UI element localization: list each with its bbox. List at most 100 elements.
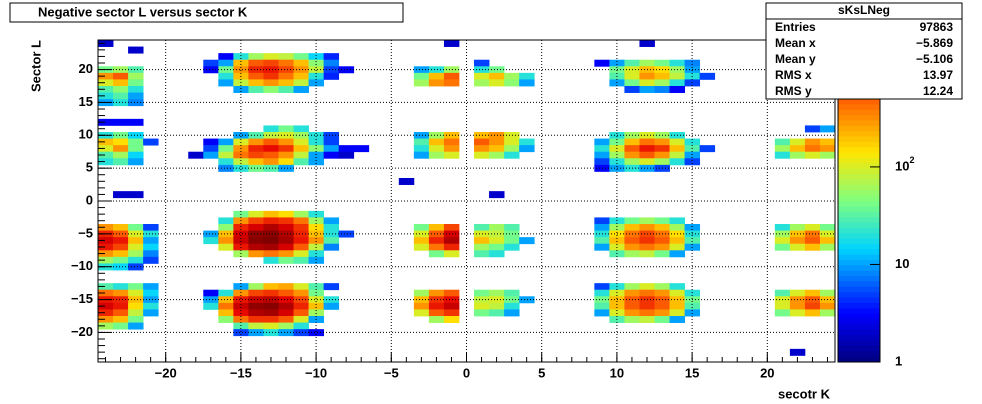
x-tick-label: −15 — [230, 365, 252, 380]
cell — [443, 243, 460, 251]
cell — [278, 256, 294, 264]
cell — [594, 302, 610, 310]
stats-label: Mean x — [775, 36, 816, 50]
cell — [594, 59, 610, 67]
cell — [263, 86, 279, 93]
cell — [669, 151, 685, 159]
cell — [699, 145, 716, 153]
cell — [98, 322, 114, 330]
cell — [218, 158, 234, 166]
cell — [624, 316, 640, 323]
cell — [233, 224, 249, 231]
cell — [428, 151, 445, 159]
palette-step — [838, 217, 880, 223]
cell — [443, 237, 460, 245]
stats-label: RMS y — [775, 84, 812, 98]
cell — [278, 283, 294, 291]
cell — [233, 322, 249, 330]
cell — [474, 66, 490, 74]
cell — [489, 250, 505, 258]
palette-step — [838, 168, 880, 175]
cell — [474, 132, 490, 139]
cell — [594, 217, 610, 225]
cell — [248, 72, 264, 80]
cell — [519, 296, 535, 304]
cell — [489, 66, 505, 74]
cell — [233, 237, 249, 245]
cell — [654, 250, 670, 258]
cell — [248, 210, 264, 218]
cell — [819, 289, 836, 297]
x-tick-label: −20 — [155, 365, 177, 380]
cell — [413, 132, 430, 139]
cell — [443, 309, 460, 317]
cell — [128, 296, 144, 304]
cell — [654, 158, 670, 166]
cell — [293, 132, 309, 139]
cell — [789, 302, 806, 310]
cell — [128, 243, 144, 251]
cell — [669, 138, 685, 146]
cell — [203, 151, 219, 159]
cell — [489, 132, 505, 139]
cell — [113, 72, 129, 80]
cell — [113, 118, 129, 126]
cell — [248, 316, 264, 323]
palette-step — [838, 104, 880, 111]
cell — [504, 296, 520, 304]
cell — [699, 72, 716, 80]
cell — [263, 296, 279, 304]
cell — [233, 86, 249, 93]
cell — [474, 145, 490, 153]
cell — [263, 283, 279, 291]
cell — [443, 224, 460, 231]
cell — [624, 86, 640, 93]
cell — [308, 151, 325, 159]
cell — [474, 138, 490, 146]
cell — [128, 72, 144, 80]
cell — [308, 296, 325, 304]
cell — [113, 66, 129, 74]
cell — [128, 46, 144, 54]
cell — [428, 289, 445, 297]
cell — [639, 79, 655, 87]
cell — [248, 59, 264, 67]
cell — [98, 224, 114, 231]
cell — [443, 316, 460, 323]
cell — [624, 138, 640, 146]
cell — [774, 145, 791, 153]
x-tick-label: −5 — [384, 365, 399, 380]
y-tick-label: −5 — [78, 225, 93, 240]
cell — [624, 250, 640, 258]
cell — [113, 138, 129, 146]
cell — [218, 145, 234, 153]
cell — [248, 79, 264, 87]
cell — [474, 250, 490, 258]
cell — [639, 59, 655, 67]
cell — [519, 138, 535, 146]
cell — [248, 224, 264, 231]
cell — [639, 217, 655, 225]
cell — [113, 145, 129, 153]
cell — [338, 145, 355, 153]
cell — [443, 151, 460, 159]
cell — [489, 243, 505, 251]
cell — [443, 302, 460, 310]
cell — [128, 145, 144, 153]
cell — [519, 79, 535, 87]
cell — [263, 151, 279, 159]
cell — [278, 250, 294, 258]
cell — [98, 243, 114, 251]
cell — [278, 145, 294, 153]
cell — [669, 289, 685, 297]
cell — [609, 59, 625, 67]
cell — [323, 243, 340, 251]
cell — [413, 224, 430, 231]
cell — [98, 118, 114, 126]
cell — [819, 243, 836, 251]
cell — [293, 158, 309, 166]
cell — [263, 329, 279, 337]
cell — [443, 250, 460, 258]
y-tick-label: 10 — [79, 127, 93, 142]
cell — [489, 224, 505, 231]
